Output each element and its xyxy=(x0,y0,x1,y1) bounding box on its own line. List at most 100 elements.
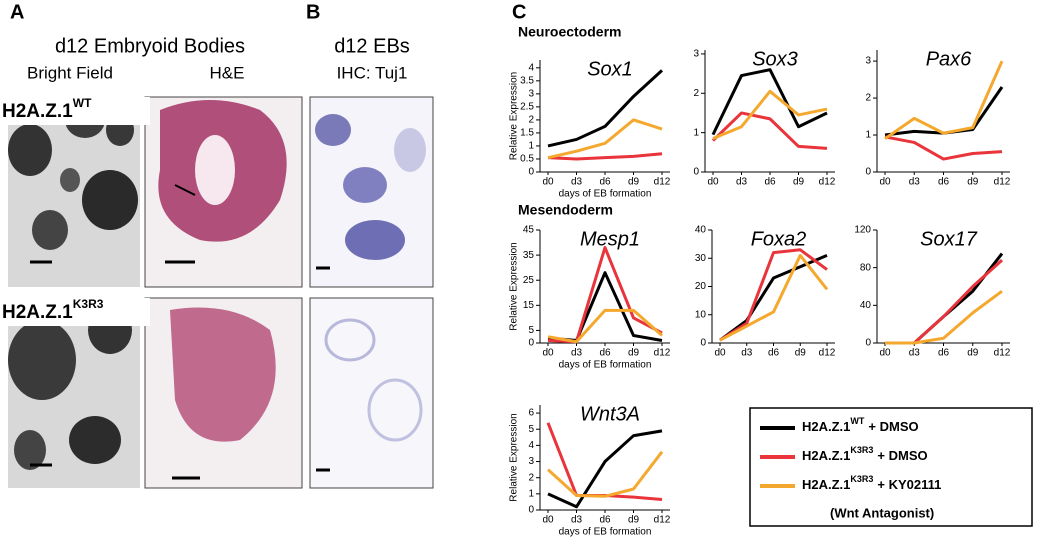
y-axis-label: Relative Expression xyxy=(509,413,520,501)
y-tick-label: 45 xyxy=(523,225,535,236)
y-tick-label: 2 xyxy=(528,472,534,483)
x-tick-label: d3 xyxy=(741,348,753,359)
x-tick-label: d9 xyxy=(795,348,807,359)
y-tick-label: 0 xyxy=(693,167,699,178)
column-label: H&E xyxy=(210,63,245,82)
x-tick-label: d9 xyxy=(628,515,640,526)
panel-title: d12 Embryoid Bodies xyxy=(55,35,245,57)
x-tick-label: d6 xyxy=(938,348,950,359)
legend-label: H2A.Z.1K3R3 + KY02111 xyxy=(802,474,941,492)
series-line xyxy=(885,259,1004,345)
chart-title: Sox1 xyxy=(587,58,633,80)
x-tick-label: d6 xyxy=(599,348,611,359)
column-label: Bright Field xyxy=(27,63,113,82)
y-tick-label: 4 xyxy=(528,440,534,451)
series-line xyxy=(711,111,828,150)
series-line xyxy=(885,252,1004,345)
y-tick-label: 5 xyxy=(528,325,534,336)
y-tick-label: 0 xyxy=(528,505,534,516)
x-tick-label: d3 xyxy=(571,177,583,188)
micrograph xyxy=(309,96,434,288)
y-tick-label: 0 xyxy=(528,167,534,178)
series-line xyxy=(719,248,828,342)
series-line xyxy=(711,68,828,136)
x-tick-label: d6 xyxy=(599,515,611,526)
row-label: H2A.Z.1WT xyxy=(2,96,92,122)
y-tick-label: 0.5 xyxy=(520,154,534,165)
x-tick-label: d9 xyxy=(628,177,640,188)
series-line xyxy=(547,246,663,344)
x-tick-label: d0 xyxy=(879,177,891,188)
series-line xyxy=(719,253,829,342)
legend-label: H2A.Z.1WT + DMSO xyxy=(802,416,919,434)
y-tick-label: 2 xyxy=(693,88,699,99)
y-tick-label: 1 xyxy=(528,141,534,152)
x-tick-label: d6 xyxy=(599,177,611,188)
y-tick-label: 2 xyxy=(865,93,871,104)
series-line xyxy=(884,135,1003,161)
legend-note: (Wnt Antagonist) xyxy=(830,505,934,520)
legend xyxy=(749,407,1033,527)
y-tick-label: 0 xyxy=(865,167,871,178)
micrograph xyxy=(144,297,303,489)
y-tick-label: 1 xyxy=(693,127,699,138)
x-tick-label: d12 xyxy=(819,177,836,188)
x-tick-label: d12 xyxy=(994,177,1011,188)
x-tick-label: d3 xyxy=(909,348,921,359)
y-tick-label: 3 xyxy=(528,89,534,100)
panel-subtitle: IHC: Tuj1 xyxy=(337,63,408,82)
x-tick-label: d9 xyxy=(967,348,979,359)
y-tick-label: 40 xyxy=(860,300,872,311)
y-tick-label: 4 xyxy=(528,62,534,73)
series-line xyxy=(547,308,663,344)
series-line xyxy=(885,290,1003,345)
panel-label: C xyxy=(512,1,526,23)
x-tick-label: d6 xyxy=(764,177,776,188)
panel-title: d12 EBs xyxy=(334,35,410,57)
x-tick-label: d0 xyxy=(879,348,891,359)
y-tick-label: 3.5 xyxy=(520,75,534,86)
micrograph xyxy=(8,97,140,287)
y-tick-label: 2.5 xyxy=(520,102,534,113)
micrograph xyxy=(144,96,303,288)
series-line xyxy=(884,60,1004,140)
y-tick-label: 40 xyxy=(695,225,707,236)
x-tick-label: d3 xyxy=(571,348,583,359)
x-tick-label: d9 xyxy=(628,348,640,359)
panel-label: B xyxy=(306,1,320,23)
x-axis-label: days of EB formation xyxy=(559,527,652,537)
y-tick-label: 25 xyxy=(523,275,535,286)
micrograph xyxy=(8,298,140,488)
x-tick-label: d0 xyxy=(714,348,726,359)
series-line xyxy=(547,118,663,160)
x-tick-label: d3 xyxy=(571,515,583,526)
x-tick-label: d9 xyxy=(967,177,979,188)
y-axis-label: Relative Expression xyxy=(509,72,520,160)
y-tick-label: 5 xyxy=(528,424,534,435)
y-tick-label: 1.5 xyxy=(520,128,534,139)
chart-title: Foxa2 xyxy=(751,228,807,250)
x-tick-label: d3 xyxy=(909,177,921,188)
y-tick-label: 1 xyxy=(528,488,534,499)
x-axis-label: days of EB formation xyxy=(559,360,652,371)
y-tick-label: 0 xyxy=(700,338,706,349)
x-tick-label: d12 xyxy=(654,348,671,359)
series-line xyxy=(546,450,664,498)
y-tick-label: 0 xyxy=(865,338,871,349)
y-tick-label: 3 xyxy=(528,456,534,467)
y-tick-label: 120 xyxy=(854,225,871,236)
series-line xyxy=(547,152,663,161)
section-label: Neuroectoderm xyxy=(518,24,621,40)
y-tick-label: 35 xyxy=(523,250,535,261)
x-tick-label: d6 xyxy=(938,177,950,188)
chart-title: Mesp1 xyxy=(580,228,640,250)
series-line xyxy=(547,429,663,509)
x-tick-label: d0 xyxy=(542,177,554,188)
chart-title: Sox17 xyxy=(920,228,978,250)
y-tick-label: 6 xyxy=(528,408,534,419)
x-tick-label: d0 xyxy=(707,177,719,188)
chart-title: Sox3 xyxy=(752,48,798,70)
panel-label: A xyxy=(10,1,24,23)
x-tick-label: d12 xyxy=(819,348,836,359)
